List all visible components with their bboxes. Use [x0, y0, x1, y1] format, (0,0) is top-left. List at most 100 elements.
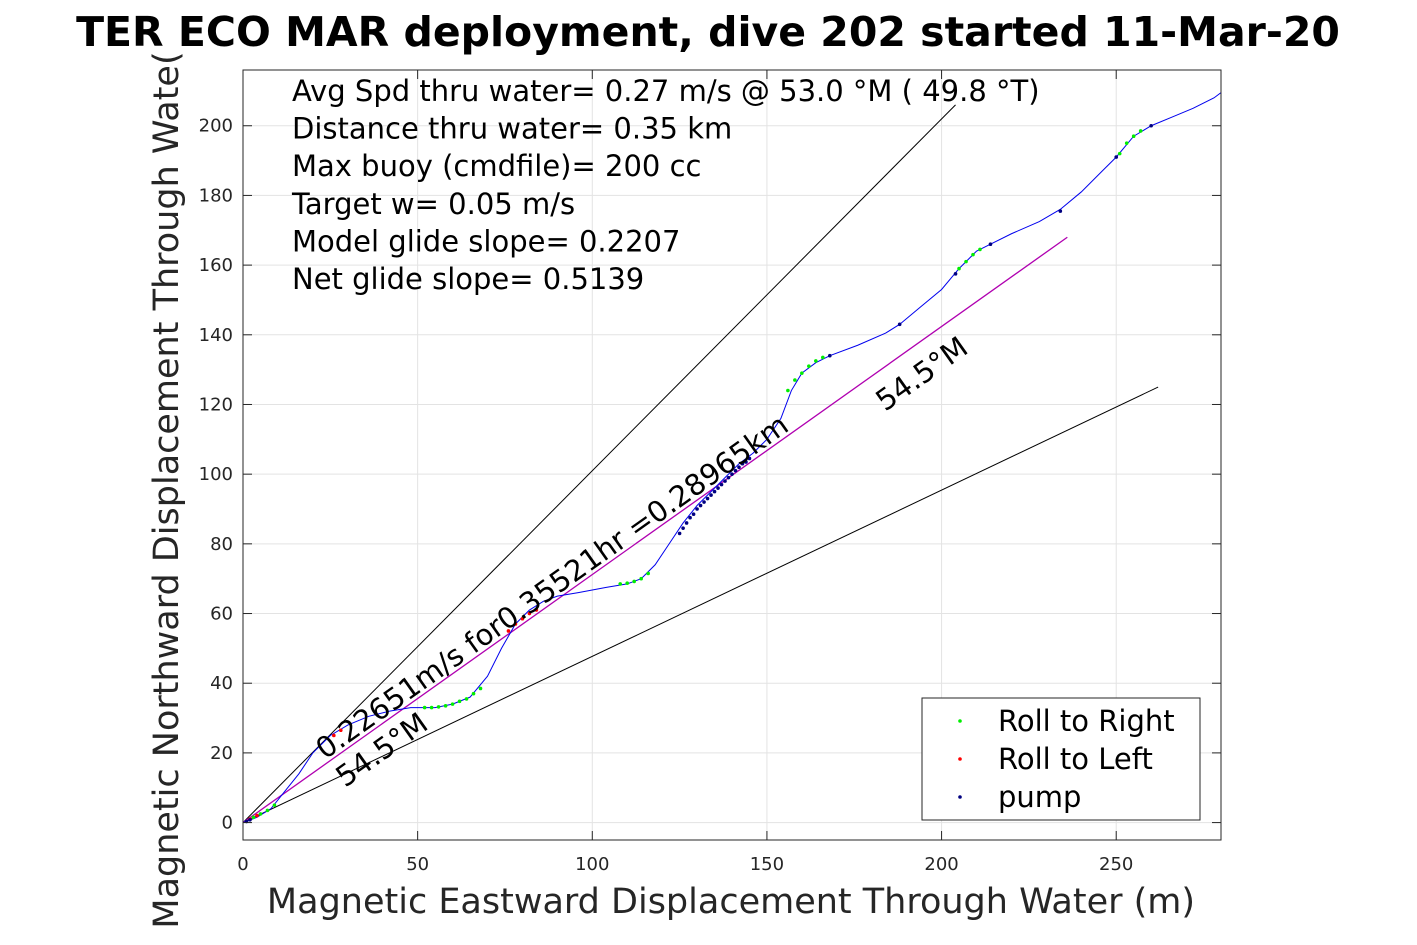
markers-group: [244, 123, 1153, 824]
track-line-group: [242, 92, 1222, 824]
data-point: [1124, 141, 1129, 145]
data-point: [248, 817, 252, 822]
data-point: [1114, 155, 1119, 159]
data-point: [786, 388, 790, 393]
data-point: [814, 359, 818, 363]
data-point: [520, 616, 525, 621]
data-point: [429, 705, 434, 710]
y-tick-label: 180: [199, 185, 233, 206]
x-axis-label: Magnetic Eastward Displacement Through W…: [267, 882, 1195, 922]
data-point: [443, 704, 448, 708]
legend-label: Roll to Right: [998, 704, 1175, 738]
data-point: [457, 699, 462, 704]
data-point: [988, 242, 993, 247]
reference-lines: [242, 104, 1159, 824]
data-point: [716, 486, 720, 490]
data-point: [513, 622, 518, 626]
data-point: [527, 611, 532, 616]
y-tick-label: 200: [199, 116, 233, 137]
data-point: [422, 705, 427, 710]
x-tick-label: 100: [575, 854, 609, 875]
data-point: [800, 371, 804, 375]
data-point: [733, 468, 738, 473]
y-tick-label: 100: [199, 464, 233, 485]
data-point: [471, 691, 476, 696]
data-point: [957, 266, 961, 271]
data-point: [971, 252, 975, 257]
legend-box: [921, 697, 1201, 821]
data-point: [688, 515, 692, 520]
data-point: [691, 512, 696, 517]
data-point: [450, 702, 455, 706]
legend-marker: [958, 757, 962, 761]
data-point: [1138, 129, 1143, 133]
data-point: [897, 322, 902, 327]
info-line: Net glide slope= 0.5139: [292, 262, 644, 296]
data-point: [681, 526, 685, 530]
info-line: Max buoy (cmdfile)= 200 cc: [292, 149, 701, 183]
data-point: [436, 705, 441, 709]
reference-line: [242, 104, 956, 823]
axes-box: [242, 69, 1222, 841]
data-point: [793, 378, 797, 382]
data-point: [1117, 151, 1122, 156]
data-point: [1058, 209, 1063, 213]
data-point: [684, 521, 689, 525]
legend-label: pump: [998, 780, 1081, 814]
legend-marker: [958, 719, 962, 723]
info-line: Avg Spd thru water= 0.27 m/s @ 53.0 °M (…: [292, 74, 1040, 108]
y-tick-label: 140: [199, 325, 233, 346]
y-tick-label: 120: [199, 394, 233, 415]
info-line: Model glide slope= 0.2207: [292, 224, 680, 258]
info-line: Target w= 0.05 m/s: [291, 187, 575, 221]
reference-line: [242, 236, 1068, 824]
data-point: [709, 493, 713, 497]
data-point: [698, 503, 703, 508]
data-point: [677, 531, 682, 536]
y-tick-label: 160: [199, 255, 233, 276]
data-point: [730, 472, 734, 476]
y-tick-label: 20: [210, 743, 233, 764]
y-tick-label: 80: [210, 534, 233, 555]
data-point: [618, 582, 623, 586]
data-point: [272, 803, 277, 807]
x-tick-label: 200: [924, 854, 958, 875]
reference-line: [242, 386, 1159, 824]
legend-marker: [958, 795, 962, 799]
info-line: Distance thru water= 0.35 km: [292, 112, 732, 146]
data-point: [705, 496, 710, 501]
data-point: [828, 353, 832, 358]
data-point: [737, 465, 741, 469]
data-point: [534, 608, 539, 612]
data-point: [632, 579, 636, 584]
data-point: [332, 733, 336, 738]
data-point: [506, 629, 511, 633]
data-point: [251, 815, 256, 820]
track-line: [242, 92, 1222, 824]
data-point: [1149, 123, 1153, 128]
data-point: [625, 581, 630, 586]
data-point: [702, 500, 706, 504]
data-point: [695, 507, 699, 511]
legend-label: Roll to Left: [998, 742, 1153, 776]
data-point: [964, 259, 968, 264]
y-axis-label: Magnetic Northward Displacement Through …: [147, 51, 187, 928]
grid: [242, 70, 1221, 840]
data-point: [265, 808, 270, 813]
data-point: [719, 482, 724, 487]
info-block: Avg Spd thru water= 0.27 m/s @ 53.0 °M (…: [291, 74, 1040, 296]
data-point: [953, 272, 958, 276]
y-tick-label: 40: [210, 673, 233, 694]
x-tick-label: 0: [237, 854, 248, 875]
x-tick-label: 50: [406, 854, 429, 875]
legend: Roll to Right Roll to Left pump: [921, 697, 1201, 821]
data-point: [255, 813, 259, 818]
data-point: [744, 460, 748, 464]
data-point: [478, 686, 483, 691]
data-point: [646, 571, 650, 576]
data-point: [639, 576, 643, 581]
data-point: [1131, 134, 1136, 138]
chart-title: TER ECO MAR deployment, dive 202 started…: [76, 8, 1340, 56]
data-point: [258, 812, 263, 816]
